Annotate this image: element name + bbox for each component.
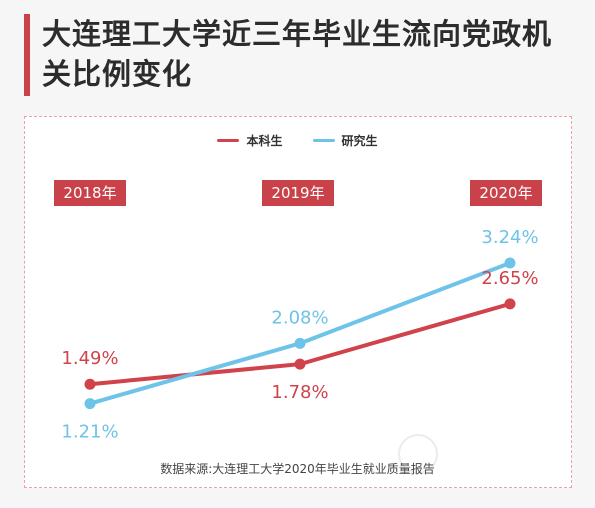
legend-label-undergrad: 本科生 bbox=[246, 134, 283, 148]
year-badge-2020: 2020年 bbox=[470, 180, 542, 206]
legend-swatch-undergrad bbox=[217, 139, 240, 142]
legend-item-graduate: 研究生 bbox=[312, 132, 378, 149]
legend-swatch-graduate bbox=[312, 139, 335, 142]
data-label-0-2: 2.65% bbox=[481, 268, 538, 289]
chart-card bbox=[24, 116, 572, 488]
source-note: 数据来源:大连理工大学2020年毕业生就业质量报告 bbox=[160, 462, 435, 476]
title-accent-bar bbox=[24, 14, 30, 96]
page-title: 大连理工大学近三年毕业生流向党政机关比例变化 bbox=[42, 17, 553, 91]
data-label-1-0: 1.21% bbox=[61, 422, 118, 443]
data-label-0-1: 1.78% bbox=[271, 382, 328, 403]
data-point-0-2 bbox=[504, 298, 516, 310]
watermark-logo bbox=[398, 434, 438, 474]
data-point-0-1 bbox=[294, 358, 306, 370]
data-label-0-0: 1.49% bbox=[61, 348, 118, 369]
data-point-1-1 bbox=[294, 337, 306, 349]
data-point-1-0 bbox=[84, 398, 96, 410]
data-label-1-1: 2.08% bbox=[271, 307, 328, 328]
data-point-0-0 bbox=[84, 378, 96, 390]
data-label-1-2: 3.24% bbox=[481, 227, 538, 248]
year-badge-2019: 2019年 bbox=[262, 180, 334, 206]
legend-item-undergrad: 本科生 bbox=[217, 132, 283, 149]
legend: 本科生 研究生 bbox=[0, 132, 595, 149]
legend-label-graduate: 研究生 bbox=[341, 134, 378, 148]
year-badge-2018: 2018年 bbox=[54, 180, 126, 206]
data-point-1-2 bbox=[504, 257, 516, 269]
